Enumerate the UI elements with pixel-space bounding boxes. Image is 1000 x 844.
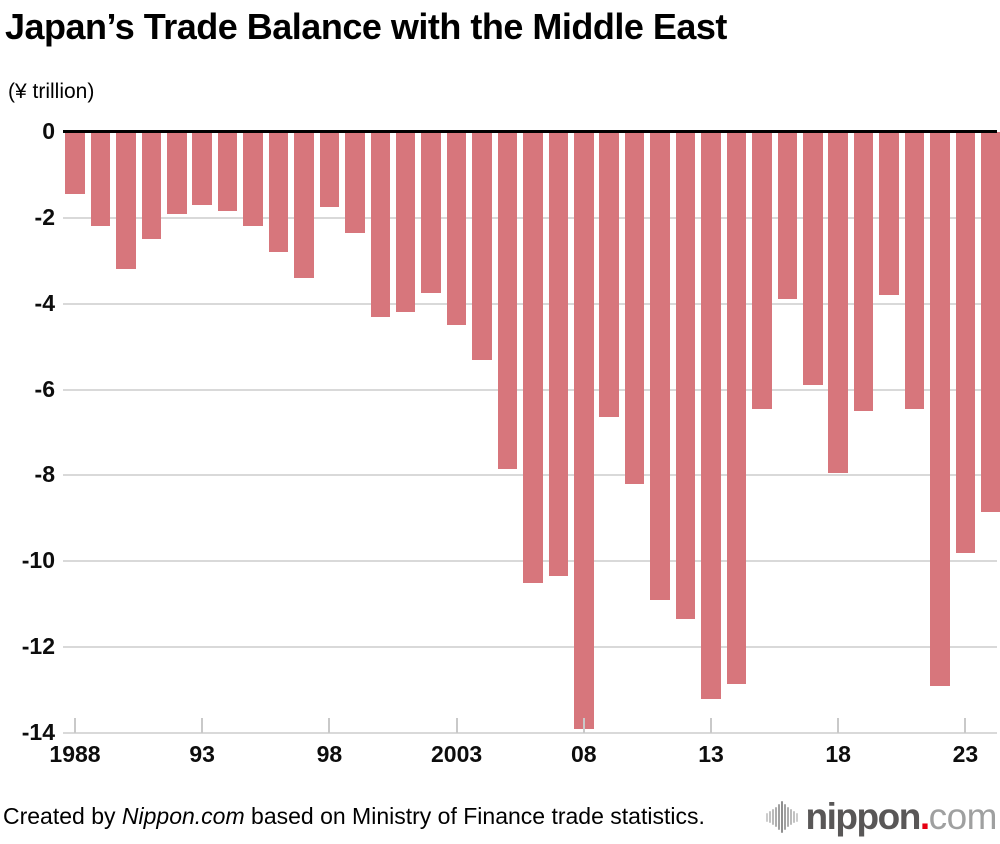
bar-1999 — [345, 132, 365, 233]
bar-2001 — [395, 132, 416, 313]
bar-2019 — [853, 132, 874, 412]
waveform-bar — [765, 812, 768, 822]
logo-word-com: com — [928, 796, 998, 837]
waveform-bar — [768, 811, 771, 823]
gridline--12 — [63, 646, 997, 649]
y-axis-label--8: -8 — [34, 461, 55, 488]
x-tick-2008 — [582, 718, 585, 734]
logo-red-dot: . — [919, 796, 930, 837]
waveform-bar — [789, 809, 792, 825]
waveform-bar — [786, 807, 789, 827]
bar-2003 — [446, 132, 467, 326]
attribution-source-name: Nippon.com — [121, 803, 245, 829]
bar-1993 — [192, 132, 212, 205]
bar-2010 — [624, 132, 645, 485]
bar-2006 — [523, 132, 543, 583]
bar-2015 — [752, 132, 772, 409]
logo-word-nippon: nippon — [805, 796, 922, 837]
bar-2018 — [828, 132, 848, 474]
x-tick-2013 — [710, 718, 712, 734]
waveform-bar — [792, 811, 795, 823]
x-axis-label-2013: 13 — [698, 741, 724, 768]
attribution-prefix: Created by — [3, 803, 122, 829]
waveform-bar — [771, 809, 774, 825]
bar-1998 — [319, 132, 340, 208]
bar-1991 — [141, 132, 162, 240]
bar-2022 — [930, 132, 950, 686]
bar-1988 — [65, 132, 85, 195]
x-axis-label-2003: 2003 — [431, 741, 483, 768]
bar-2005 — [497, 132, 518, 469]
bar-1992 — [167, 132, 187, 214]
x-axis-label-2023: 23 — [952, 741, 979, 768]
bar-2017 — [803, 132, 823, 386]
bar-1996 — [268, 132, 289, 253]
bar-2009 — [599, 132, 619, 418]
nippon-com-logo: nippon.com — [765, 795, 998, 839]
bar-2023 — [955, 132, 976, 553]
x-axis-label-2018: 18 — [825, 741, 851, 768]
x-axis-label-1993: 93 — [189, 741, 215, 768]
bar-2012 — [675, 132, 696, 620]
y-axis-label--14: -14 — [21, 719, 55, 746]
bar-1994 — [217, 132, 238, 212]
waveform-bar — [795, 812, 798, 822]
bar-2000 — [370, 132, 391, 317]
waveform-bar — [777, 804, 780, 830]
bar-2013 — [701, 132, 721, 699]
attribution-suffix: based on Ministry of Finance trade stati… — [244, 803, 705, 829]
x-tick-2023 — [964, 718, 967, 734]
zero-axis-line — [63, 129, 997, 133]
bar-1997 — [294, 132, 314, 278]
bar-2004 — [472, 132, 492, 360]
waveform-bar — [783, 804, 786, 830]
bar-2007 — [548, 132, 569, 577]
bar-2008 — [574, 132, 594, 729]
x-tick-2018 — [837, 718, 840, 734]
bar-1995 — [243, 132, 263, 227]
waveform-bar — [780, 801, 783, 833]
bar-2002 — [421, 132, 441, 293]
y-axis-label--2: -2 — [34, 203, 55, 230]
x-tick-1988 — [74, 718, 76, 734]
y-axis-label--10: -10 — [21, 547, 55, 574]
bar-2021 — [904, 132, 925, 409]
x-tick-2003 — [455, 718, 458, 734]
waveform-icon — [765, 800, 799, 834]
x-tick-1998 — [328, 718, 331, 734]
x-axis-label-2008: 08 — [571, 741, 597, 768]
x-axis-label-1988: 1988 — [49, 741, 101, 768]
gridline--14 — [63, 732, 997, 735]
chart-title: Japan’s Trade Balance with the Middle Ea… — [5, 6, 727, 47]
x-tick-1993 — [201, 718, 204, 734]
bar-1990 — [116, 132, 136, 270]
y-axis-label--6: -6 — [34, 375, 55, 402]
bar-2020 — [879, 132, 899, 296]
y-axis-label--12: -12 — [21, 633, 55, 660]
bar-2014 — [726, 132, 747, 684]
bar-2011 — [650, 132, 670, 600]
y-axis-label--4: -4 — [34, 289, 55, 316]
bar-2016 — [777, 132, 798, 300]
y-axis-unit-label: (¥ trillion) — [8, 80, 95, 103]
bar-2024 — [981, 132, 1000, 512]
waveform-bar — [774, 807, 777, 827]
source-attribution: Created by Nippon.com based on Ministry … — [3, 803, 705, 830]
x-axis-label-1998: 98 — [316, 741, 343, 768]
y-axis-label-0: 0 — [42, 118, 55, 144]
bar-1989 — [90, 132, 111, 227]
